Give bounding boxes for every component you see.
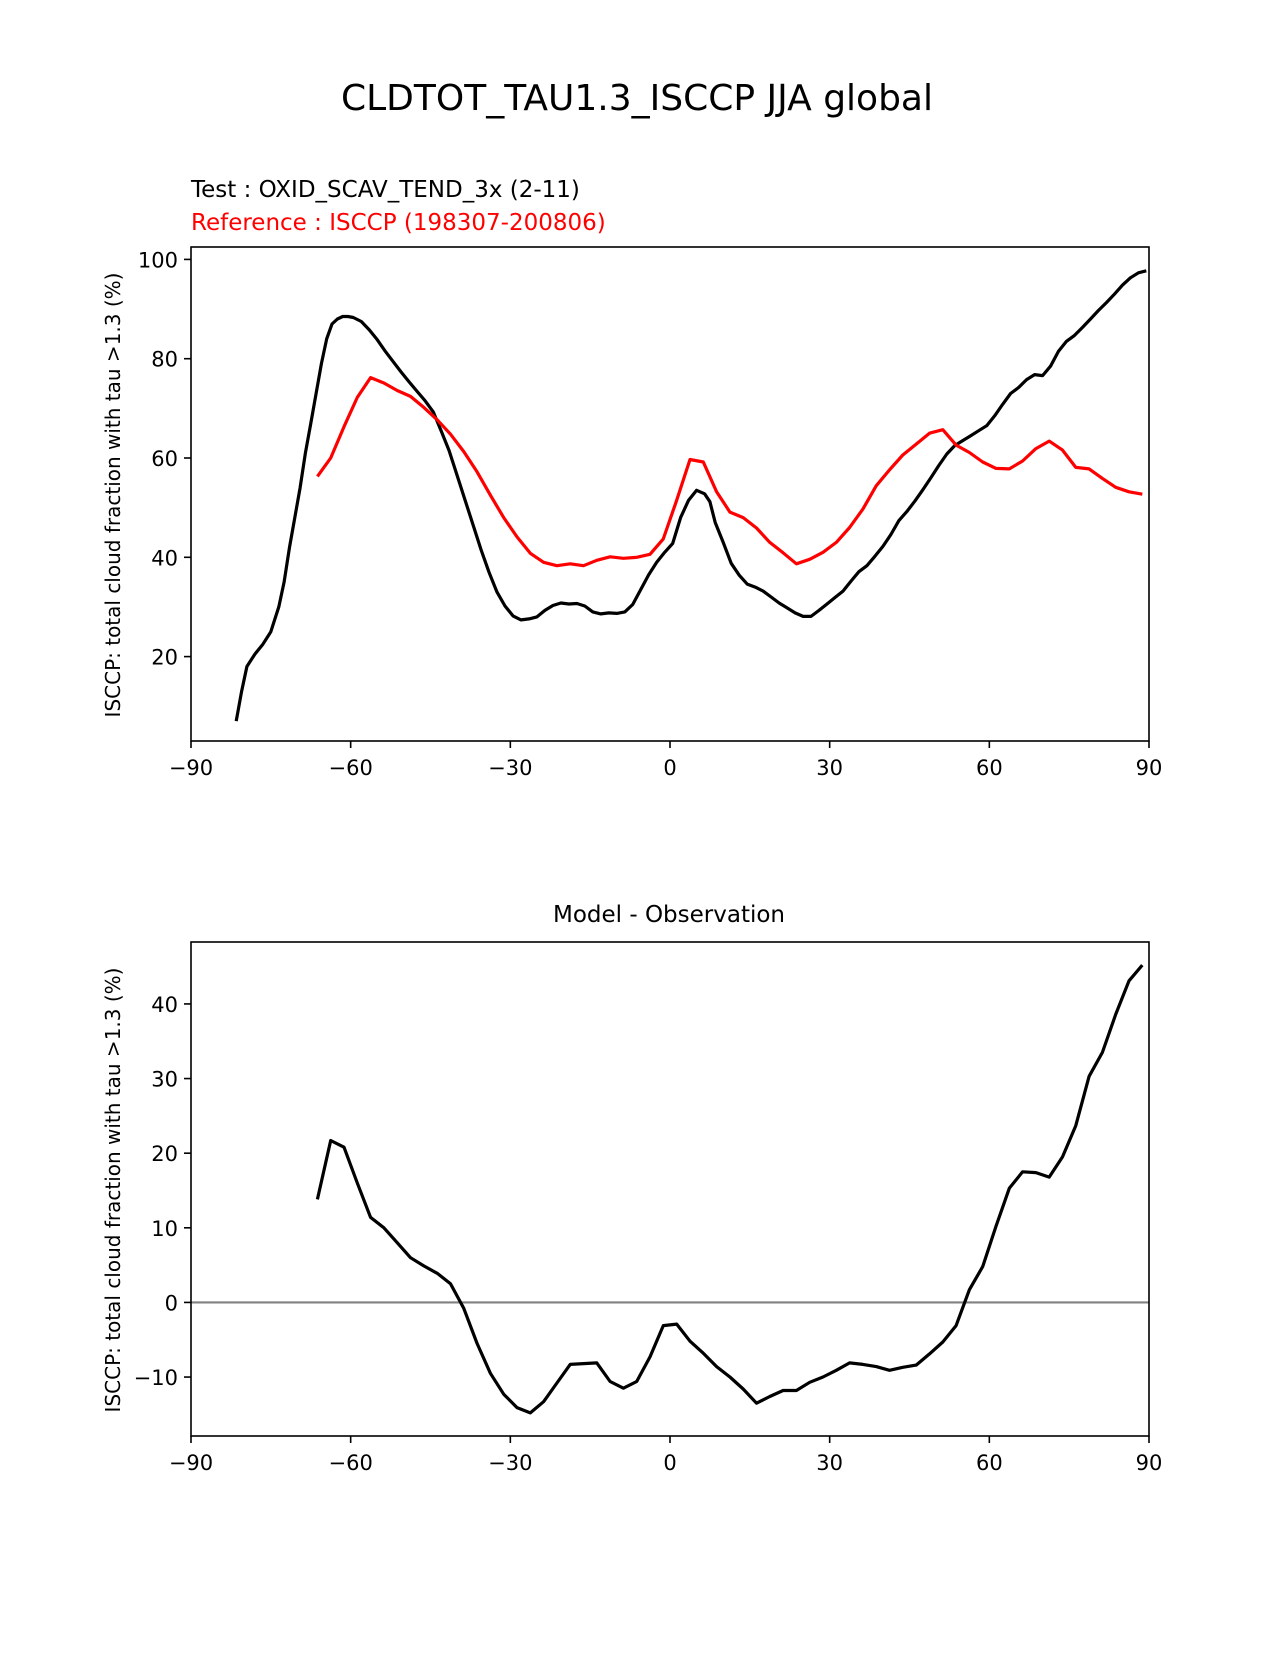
- lower-y-tick-label: −10: [134, 1366, 178, 1390]
- upper-y-tick-label: 100: [138, 248, 178, 272]
- upper-line-plot: Test : OXID_SCAV_TEND_3x (2-11) Referenc…: [101, 177, 1162, 780]
- lower-y-tick-label: 40: [151, 993, 178, 1017]
- upper-series-test: [234, 269, 1147, 722]
- lower-y-tick-label: 30: [151, 1068, 178, 1092]
- upper-y-axis-label: ISCCP: total cloud fraction with tau >1.…: [101, 273, 125, 718]
- lower-x-tick-label: 60: [976, 1451, 1003, 1475]
- lower-x-tick-label: −90: [169, 1451, 213, 1475]
- lower-x-tick-label: −30: [488, 1451, 532, 1475]
- upper-x-tick-label: 0: [663, 756, 676, 780]
- figure-suptitle: CLDTOT_TAU1.3_ISCCP JJA global: [341, 78, 933, 119]
- reference-title: Reference : ISCCP (198307-200806): [191, 210, 606, 236]
- lower-y-tick-label: 10: [151, 1217, 178, 1241]
- difference-title: Model - Observation: [553, 902, 785, 928]
- lower-y-axis-label: ISCCP: total cloud fraction with tau >1.…: [101, 968, 125, 1413]
- upper-x-tick-label: 60: [976, 756, 1003, 780]
- lower-series-model-observation: [315, 964, 1144, 1415]
- lower-axes-frame: [190, 941, 1150, 1437]
- lower-x-tick-label: 30: [816, 1451, 843, 1475]
- lower-y-tick-label: 20: [151, 1142, 178, 1166]
- upper-y-tick-label: 80: [151, 348, 178, 372]
- lower-x-tick-label: −60: [329, 1451, 373, 1475]
- upper-y-tick-label: 60: [151, 447, 178, 471]
- lower-y-tick-label: 0: [165, 1291, 178, 1315]
- test-title: Test : OXID_SCAV_TEND_3x (2-11): [190, 177, 580, 203]
- lower-x-tick-label: 90: [1136, 1451, 1163, 1475]
- upper-x-tick-label: −60: [329, 756, 373, 780]
- upper-series-reference: [316, 376, 1143, 568]
- lower-x-tick-label: 0: [663, 1451, 676, 1475]
- difference-line-plot: Model - Observation ISCCP: total cloud f…: [101, 902, 1162, 1475]
- upper-x-tick-label: −90: [169, 756, 213, 780]
- upper-y-tick-label: 20: [151, 646, 178, 670]
- upper-y-tick-label: 40: [151, 546, 178, 570]
- upper-x-tick-label: 30: [816, 756, 843, 780]
- upper-x-tick-label: 90: [1136, 756, 1163, 780]
- upper-x-tick-label: −30: [488, 756, 532, 780]
